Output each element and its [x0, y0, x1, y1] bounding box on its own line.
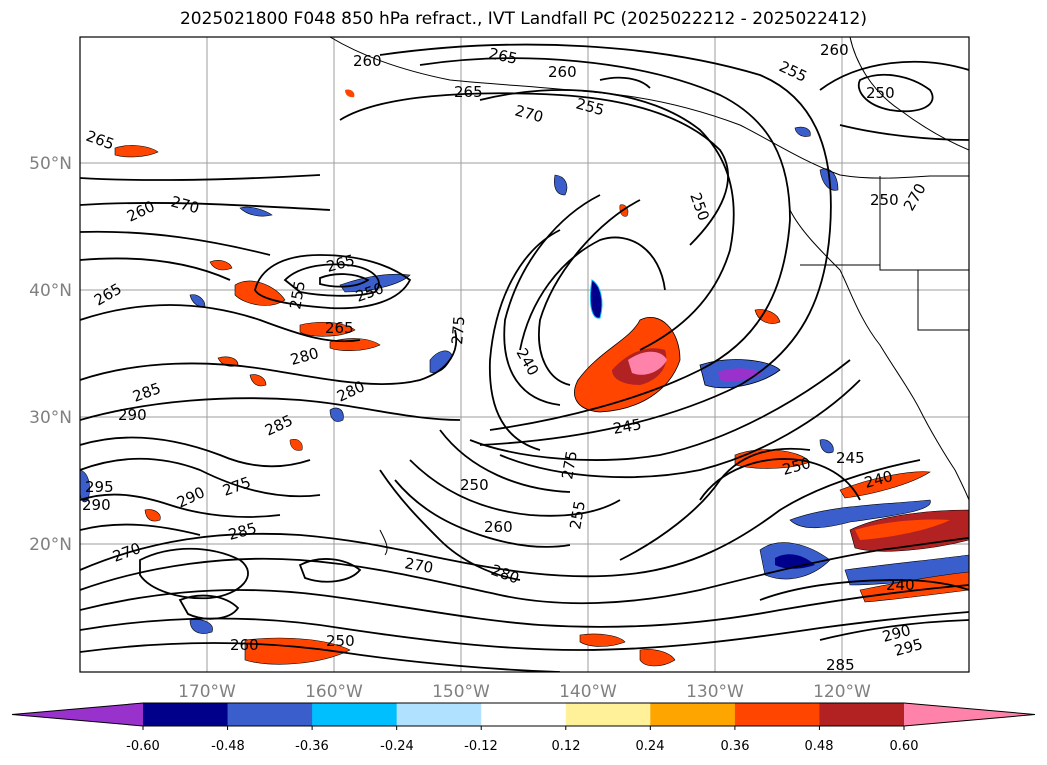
lat-axis: 50°N 40°N 30°N 20°N: [29, 154, 72, 555]
lon-tick-label: 150°W: [432, 682, 490, 702]
contour-label: 260: [820, 41, 849, 59]
colorbar-segment: [734, 703, 820, 726]
contour-label: 260: [548, 63, 577, 81]
colorbar-segment: [650, 703, 736, 726]
contour-label: 265: [487, 44, 519, 68]
contour-label: 275: [448, 315, 468, 345]
contour-label: 285: [826, 656, 855, 674]
lon-tick-label: 170°W: [178, 682, 236, 702]
colorbar-tick-label: -0.48: [211, 739, 245, 754]
colorbar-segment: [481, 703, 567, 726]
contour-labels: 265 260 265 270 255 260 265 250 255 265 …: [82, 41, 930, 674]
colorbar: [11, 702, 1036, 730]
contour-label: 295: [85, 478, 114, 496]
contour-label: 290: [82, 496, 111, 514]
contour-label: 250: [866, 84, 895, 102]
contour-label: 245: [836, 449, 865, 467]
lat-tick-label: 20°N: [29, 535, 72, 555]
contour-label: 265: [454, 83, 483, 101]
contour-label: 290: [118, 406, 147, 424]
lon-tick-label: 160°W: [305, 682, 363, 702]
lon-tick-label: 140°W: [559, 682, 617, 702]
colorbar-segment: [227, 703, 313, 726]
contour-label: 260: [484, 518, 513, 536]
coastlines: [329, 37, 969, 556]
contour-label: 250: [326, 632, 355, 650]
plot-frame: [79, 36, 970, 673]
colorbar-extend-min: [12, 703, 143, 726]
contour-label: 260: [353, 52, 382, 70]
contour-label: 255: [566, 499, 589, 530]
lat-tick-label: 50°N: [29, 154, 72, 174]
contour-label: 275: [558, 449, 581, 480]
contour-label: 255: [286, 279, 309, 310]
contour-label: 270: [403, 554, 434, 577]
colorbar-tick-label: 0.12: [552, 739, 581, 754]
contour-label: 250: [870, 191, 899, 209]
refractivity-contours: [80, 43, 969, 672]
lon-tick-label: 120°W: [813, 682, 871, 702]
colorbar-extend-max: [904, 703, 1035, 726]
lon-tick-label: 130°W: [686, 682, 744, 702]
contour-label: 245: [612, 415, 643, 438]
contour-label: 260: [230, 636, 259, 654]
contour-label: 265: [325, 319, 354, 337]
contour-label: 250: [460, 476, 489, 494]
lat-tick-label: 30°N: [29, 408, 72, 428]
lat-tick-label: 40°N: [29, 281, 72, 301]
colorbar-tick-label: 0.48: [805, 739, 834, 754]
colorbar-segment: [819, 703, 905, 726]
colorbar-tick-label: 0.60: [890, 739, 919, 754]
map-title: 2025021800 F048 850 hPa refract., IVT La…: [179, 9, 867, 29]
graticule: [80, 37, 969, 672]
lon-axis: 170°W 160°W 150°W 140°W 130°W 120°W: [178, 682, 871, 702]
colorbar-tick-label: 0.36: [721, 739, 750, 754]
colorbar-tick-label: 0.24: [636, 739, 665, 754]
colorbar-tick-label: -0.36: [295, 739, 329, 754]
colorbar-segment: [565, 703, 651, 726]
colorbar-ticks: -0.60 -0.48 -0.36 -0.24 -0.12 0.12 0.24 …: [126, 739, 918, 754]
colorbar-segment: [312, 703, 398, 726]
colorbar-tick-label: -0.60: [126, 739, 160, 754]
colorbar-tick-label: -0.12: [464, 739, 498, 754]
contour-label: 240: [886, 576, 915, 594]
colorbar-segment: [396, 703, 482, 726]
colorbar-tick-label: -0.24: [380, 739, 414, 754]
colorbar-segment: [143, 703, 229, 726]
